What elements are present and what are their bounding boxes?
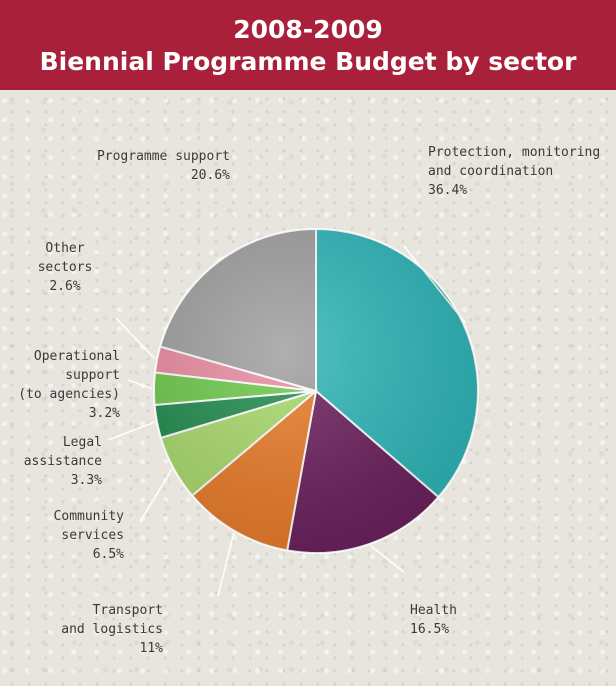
label-operational-support: Operational support (to agencies) 3.2%: [18, 349, 120, 421]
leader-line-other: [115, 317, 156, 360]
leader-line-legal: [107, 421, 156, 441]
leader-line-health: [370, 545, 405, 573]
leader-line-transport: [217, 532, 235, 597]
label-community-services: Community services 6.5%: [53, 509, 124, 562]
leader-line-community: [139, 468, 173, 523]
chart-title: Biennial Programme Budget by sector: [39, 47, 577, 76]
chart-title-year: 2008-2009: [233, 15, 383, 44]
label-health: Health 16.5%: [410, 603, 457, 637]
label-legal-assistance: Legal assistance 3.3%: [23, 435, 102, 488]
title-banner: 2008-2009 Biennial Programme Budget by s…: [0, 0, 616, 90]
label-transport-logistics: Transport and logistics 11%: [61, 603, 163, 656]
label-protection: Protection, monitoring and coordination …: [428, 145, 601, 198]
leader-line-operational: [127, 379, 153, 390]
label-other-sectors: Other sectors 2.6%: [37, 241, 93, 294]
label-programme-support: Programme support 20.6%: [96, 149, 230, 183]
